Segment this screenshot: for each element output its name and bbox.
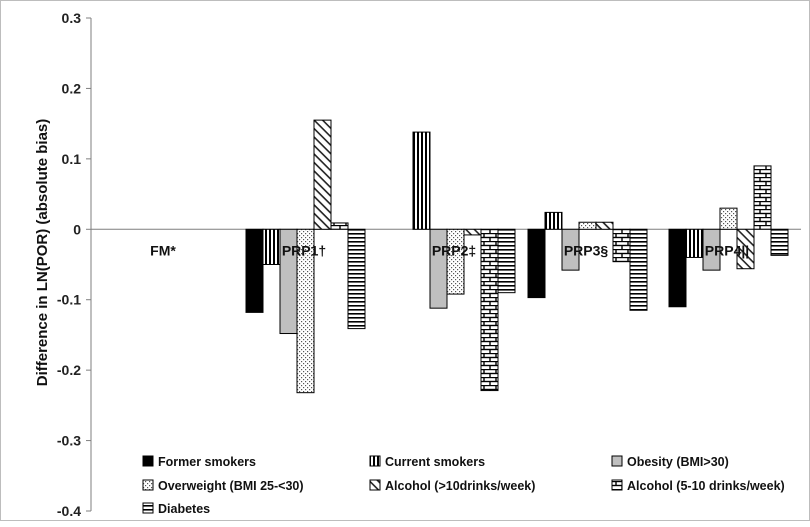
category-label: PRP1† [282,242,326,258]
bar-3-7 [497,228,516,294]
bar-5-5 [736,228,755,270]
category-label: PRP4|| [705,242,749,258]
bar-4-4 [578,221,597,230]
bar-2-7 [347,228,366,330]
bar-3-6 [480,228,499,392]
bar-4-1 [527,228,546,299]
legend-label: Alcohol (>10drinks/week) [385,479,535,493]
bar-4-6 [612,228,631,263]
bar-5-2 [685,228,704,258]
bar-5-3 [702,228,721,271]
legend-swatch [142,479,154,491]
y-tick-label: -0.2 [57,362,81,378]
bar-5-6 [753,165,772,230]
bar-2-5 [313,119,332,230]
legend-swatch [611,455,623,467]
bar-4-2 [544,211,563,230]
legend-label: Current smokers [385,455,485,469]
legend-swatch [142,455,154,467]
bar-3-3 [429,228,448,309]
legend-label: Obesity (BMI>30) [627,455,729,469]
y-tick-label: 0.1 [62,151,82,167]
y-tick-label: -0.1 [57,292,81,308]
bar-4-3 [561,228,580,271]
bar-3-4 [446,228,465,295]
bar-5-4 [719,207,738,230]
y-tick-label: -0.4 [57,503,81,519]
legend-swatch [369,455,381,467]
y-tick-label: 0.3 [62,10,82,26]
bars [245,119,789,394]
bar-2-4 [296,228,315,394]
y-tick-label: -0.3 [57,433,81,449]
bar-5-1 [668,228,687,308]
bar-2-6 [330,222,349,230]
legend-label: Alcohol (5-10 drinks/week) [627,479,785,493]
legend-swatch [142,502,154,514]
category-label: PRP2‡ [432,242,476,258]
category-label: FM* [150,242,176,258]
bar-4-7 [629,228,648,311]
category-labels: FM* PRP1† PRP2‡ PRP3§ PRP4|| [150,242,749,258]
category-label: PRP3§ [564,242,609,258]
bar-3-2 [412,131,431,230]
y-axis-title: Difference in LN(POR) (absolute bias) [34,119,51,387]
y-tick-label: 0 [73,221,81,237]
legend-label: Overweight (BMI 25-<30) [158,479,304,493]
legend: Former smokers Current smokers Obesity (BM… [142,455,785,516]
y-tick-label: 0.2 [62,80,82,96]
axes: 0.3 0.2 0.1 0 -0.1 -0.2 -0.3 -0.4 Difference in … [34,10,801,519]
bar-2-2 [262,228,281,266]
legend-swatch [369,479,381,491]
legend-swatch [611,479,623,491]
legend-label: Former smokers [158,455,256,469]
bar-2-1 [245,228,264,313]
legend-label: Diabetes [158,502,210,516]
bar-5-7 [770,228,789,256]
bar-3-5 [463,228,482,236]
bar-4-5 [595,221,614,230]
